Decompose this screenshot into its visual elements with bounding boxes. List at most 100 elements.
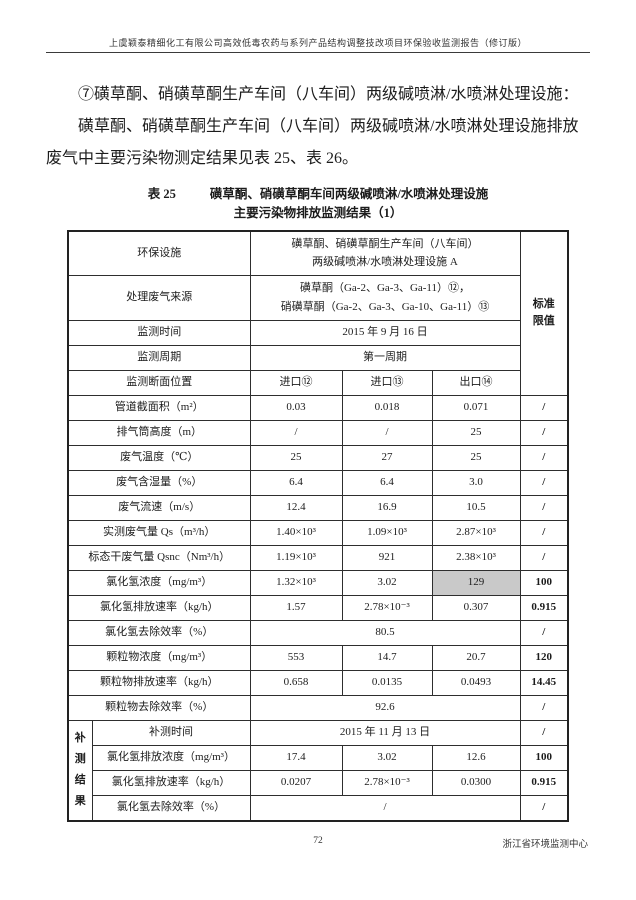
- cell-param-label: 废气含湿量（%）: [67, 469, 251, 496]
- facility-value-line2: 两级碱喷淋/水喷淋处理设施 A: [312, 256, 458, 269]
- cell-value-outlet: 25: [431, 419, 521, 446]
- cell-param-label: 氯化氢排放速率（kg/h）: [67, 594, 251, 621]
- cell-position-inlet1: 进口⑫: [249, 369, 343, 396]
- page-number: 72: [313, 836, 323, 846]
- row-supplement-hcl-rate: 氯化氢排放速率（kg/h） 0.0207 2.78×10⁻³ 0.0300 0.…: [68, 769, 569, 796]
- cell-param-label: 氯化氢去除效率（%）: [91, 794, 251, 821]
- cell-limit-value: 100: [519, 744, 569, 771]
- cell-facility-value: 磺草酮、硝磺草酮生产车间（八车间） 两级碱喷淋/水喷淋处理设施 A: [249, 230, 521, 277]
- table-caption-label: 表 25: [147, 187, 176, 201]
- cell-position-inlet2: 进口⑬: [341, 369, 433, 396]
- cell-facility-label: 环保设施: [67, 230, 251, 277]
- cell-monitor-cycle-label: 监测周期: [67, 344, 251, 371]
- row-gas-source: 处理废气来源 磺草酮（Ga-2、Ga-3、Ga-11）⑫， 硝磺草酮（Ga-2、…: [67, 275, 568, 321]
- row-supplement-time: 补 测 结 果 补测时间 2015 年 11 月 13 日 /: [67, 719, 569, 821]
- cell-limit-value: 14.45: [519, 669, 569, 696]
- row-monitor-cycle: 监测周期 第一周期: [67, 344, 568, 371]
- cell-limit-header: 标准 限值: [519, 230, 569, 396]
- cell-param-label: 管道截面积（m²）: [67, 394, 251, 421]
- body-text: ⑦磺草酮、硝磺草酮生产车间（八车间）两级碱喷淋/水喷淋处理设施： 磺草酮、硝磺草…: [46, 79, 590, 175]
- cell-value-outlet-exceeded: 129: [431, 569, 521, 596]
- cell-param-label: 颗粒物浓度（mg/m³）: [67, 644, 251, 671]
- cell-value-outlet: 20.7: [431, 644, 521, 671]
- cell-param-label: 废气流速（m/s）: [67, 494, 251, 521]
- cell-value-inlet2: 16.9: [341, 494, 433, 521]
- row-monitor-time: 监测时间 2015 年 9 月 16 日: [67, 319, 568, 346]
- cell-value-inlet2: 921: [341, 544, 433, 571]
- cell-limit-value: /: [519, 444, 569, 471]
- cell-limit-value: 100: [519, 569, 569, 596]
- cell-limit-value: 0.915: [519, 594, 569, 621]
- cell-limit-value: 0.915: [519, 769, 569, 796]
- row-duct-area: 管道截面积（m²） 0.03 0.018 0.071 /: [67, 394, 569, 421]
- supplement-group-char: 测: [74, 753, 86, 766]
- cell-param-label: 氯化氢排放浓度（mg/m³）: [91, 744, 251, 771]
- facility-value-line1: 磺草酮、硝磺草酮生产车间（八车间）: [291, 237, 479, 250]
- table-caption-title: 磺草酮、硝磺草酮车间两级碱喷淋/水喷淋处理设施: [209, 187, 489, 201]
- cell-value-outlet: 3.0: [431, 469, 521, 496]
- row-stack-height: 排气筒高度（m） / / 25 /: [67, 419, 569, 446]
- cell-value-inlet1: 1.40×10³: [249, 519, 343, 546]
- row-facility: 环保设施 磺草酮、硝磺草酮生产车间（八车间） 两级碱喷淋/水喷淋处理设施 A 标…: [67, 230, 569, 396]
- cell-param-label: 氯化氢去除效率（%）: [67, 619, 251, 646]
- cell-limit-value: /: [519, 719, 569, 746]
- running-header: 上虞颖泰精细化工有限公司高效低毒农药与系列产品结构调整技改项目环保验收监测报告（…: [46, 36, 590, 53]
- cell-value-outlet: 2.87×10³: [431, 519, 521, 546]
- cell-value-inlet1: 0.03: [249, 394, 343, 421]
- cell-limit-value: /: [519, 544, 569, 571]
- cell-value-inlet2: 2.78×10⁻³: [341, 769, 433, 796]
- cell-value-outlet: 0.071: [431, 394, 521, 421]
- cell-param-label: 颗粒物排放速率（kg/h）: [67, 669, 251, 696]
- gas-source-line2: 硝磺草酮（Ga-2、Ga-3、Ga-10、Ga-11）⑬: [280, 300, 490, 313]
- paragraph-intro: ⑦磺草酮、硝磺草酮生产车间（八车间）两级碱喷淋/水喷淋处理设施：: [78, 86, 579, 103]
- cell-gas-source-label: 处理废气来源: [67, 275, 251, 321]
- row-supplement-hcl-removal: 氯化氢去除效率（%） / /: [68, 794, 569, 821]
- row-standard-dry-gas-volume: 标态干废气量 Qsnc（Nm³/h） 1.19×10³ 921 2.38×10³…: [67, 544, 569, 571]
- cell-value-inlet1: 553: [249, 644, 343, 671]
- cell-supplement-time-label: 补测时间: [91, 719, 251, 746]
- row-pm-emission-rate: 颗粒物排放速率（kg/h） 0.658 0.0135 0.0493 14.45: [67, 669, 569, 696]
- cell-limit-value: /: [519, 519, 569, 546]
- paragraph-result-ref: 磺草酮、硝磺草酮生产车间（八车间）两级碱喷淋/水喷淋处理设施排放废气中主要污染物…: [46, 118, 579, 167]
- cell-value-inlet2: 27: [341, 444, 433, 471]
- row-supplement-hcl-concentration: 氯化氢排放浓度（mg/m³） 17.4 3.02 12.6 100: [68, 744, 569, 771]
- cell-value-inlet2: 3.02: [341, 569, 433, 596]
- cell-limit-value: /: [519, 469, 569, 496]
- cell-removal-value: 92.6: [249, 694, 521, 721]
- cell-param-label: 氯化氢排放速率（kg/h）: [91, 769, 251, 796]
- cell-section-position-label: 监测断面位置: [67, 369, 251, 396]
- monitoring-results-table: 环保设施 磺草酮、硝磺草酮生产车间（八车间） 两级碱喷淋/水喷淋处理设施 A 标…: [67, 229, 569, 822]
- cell-param-label: 实测废气量 Qs（m³/h）: [67, 519, 251, 546]
- cell-value-outlet: 0.307: [431, 594, 521, 621]
- cell-limit-value: 120: [519, 644, 569, 671]
- cell-monitor-time-label: 监测时间: [67, 319, 251, 346]
- cell-value-inlet1: 1.57: [249, 594, 343, 621]
- cell-monitor-time-value: 2015 年 9 月 16 日: [249, 319, 521, 346]
- cell-value-outlet: 0.0300: [431, 769, 521, 796]
- row-section-position: 监测断面位置 进口⑫ 进口⑬ 出口⑭: [67, 369, 568, 396]
- cell-value-inlet1: 12.4: [249, 494, 343, 521]
- cell-supplement-group: 补 测 结 果: [67, 719, 93, 821]
- cell-value-outlet: 10.5: [431, 494, 521, 521]
- row-hcl-emission-rate: 氯化氢排放速率（kg/h） 1.57 2.78×10⁻³ 0.307 0.915: [67, 594, 569, 621]
- row-gas-velocity: 废气流速（m/s） 12.4 16.9 10.5 /: [67, 494, 569, 521]
- cell-limit-value: /: [519, 419, 569, 446]
- cell-value-inlet1: 25: [249, 444, 343, 471]
- row-pm-concentration: 颗粒物浓度（mg/m³） 553 14.7 20.7 120: [67, 644, 569, 671]
- table-caption-subtitle: 主要污染物排放监测结果（1）: [233, 206, 403, 221]
- cell-limit-value: /: [519, 694, 569, 721]
- gas-source-line1: 磺草酮（Ga-2、Ga-3、Ga-11）⑫，: [299, 282, 471, 295]
- cell-param-label: 氯化氢浓度（mg/m³）: [67, 569, 251, 596]
- cell-supplement-time-value: 2015 年 11 月 13 日: [249, 719, 521, 746]
- cell-limit-value: /: [519, 494, 569, 521]
- cell-value-inlet1: 17.4: [249, 744, 343, 771]
- footer-organization: 浙江省环境监测中心: [502, 840, 588, 850]
- cell-monitor-cycle-value: 第一周期: [249, 344, 521, 371]
- cell-value-outlet: 2.38×10³: [431, 544, 521, 571]
- cell-param-label: 颗粒物去除效率（%）: [67, 694, 251, 721]
- cell-value-inlet2: 6.4: [341, 469, 433, 496]
- supplement-group-char: 果: [74, 794, 86, 807]
- cell-value-inlet2: 0.0135: [341, 669, 433, 696]
- row-moisture-content: 废气含湿量（%） 6.4 6.4 3.0 /: [67, 469, 569, 496]
- cell-value-inlet1: 0.0207: [249, 769, 343, 796]
